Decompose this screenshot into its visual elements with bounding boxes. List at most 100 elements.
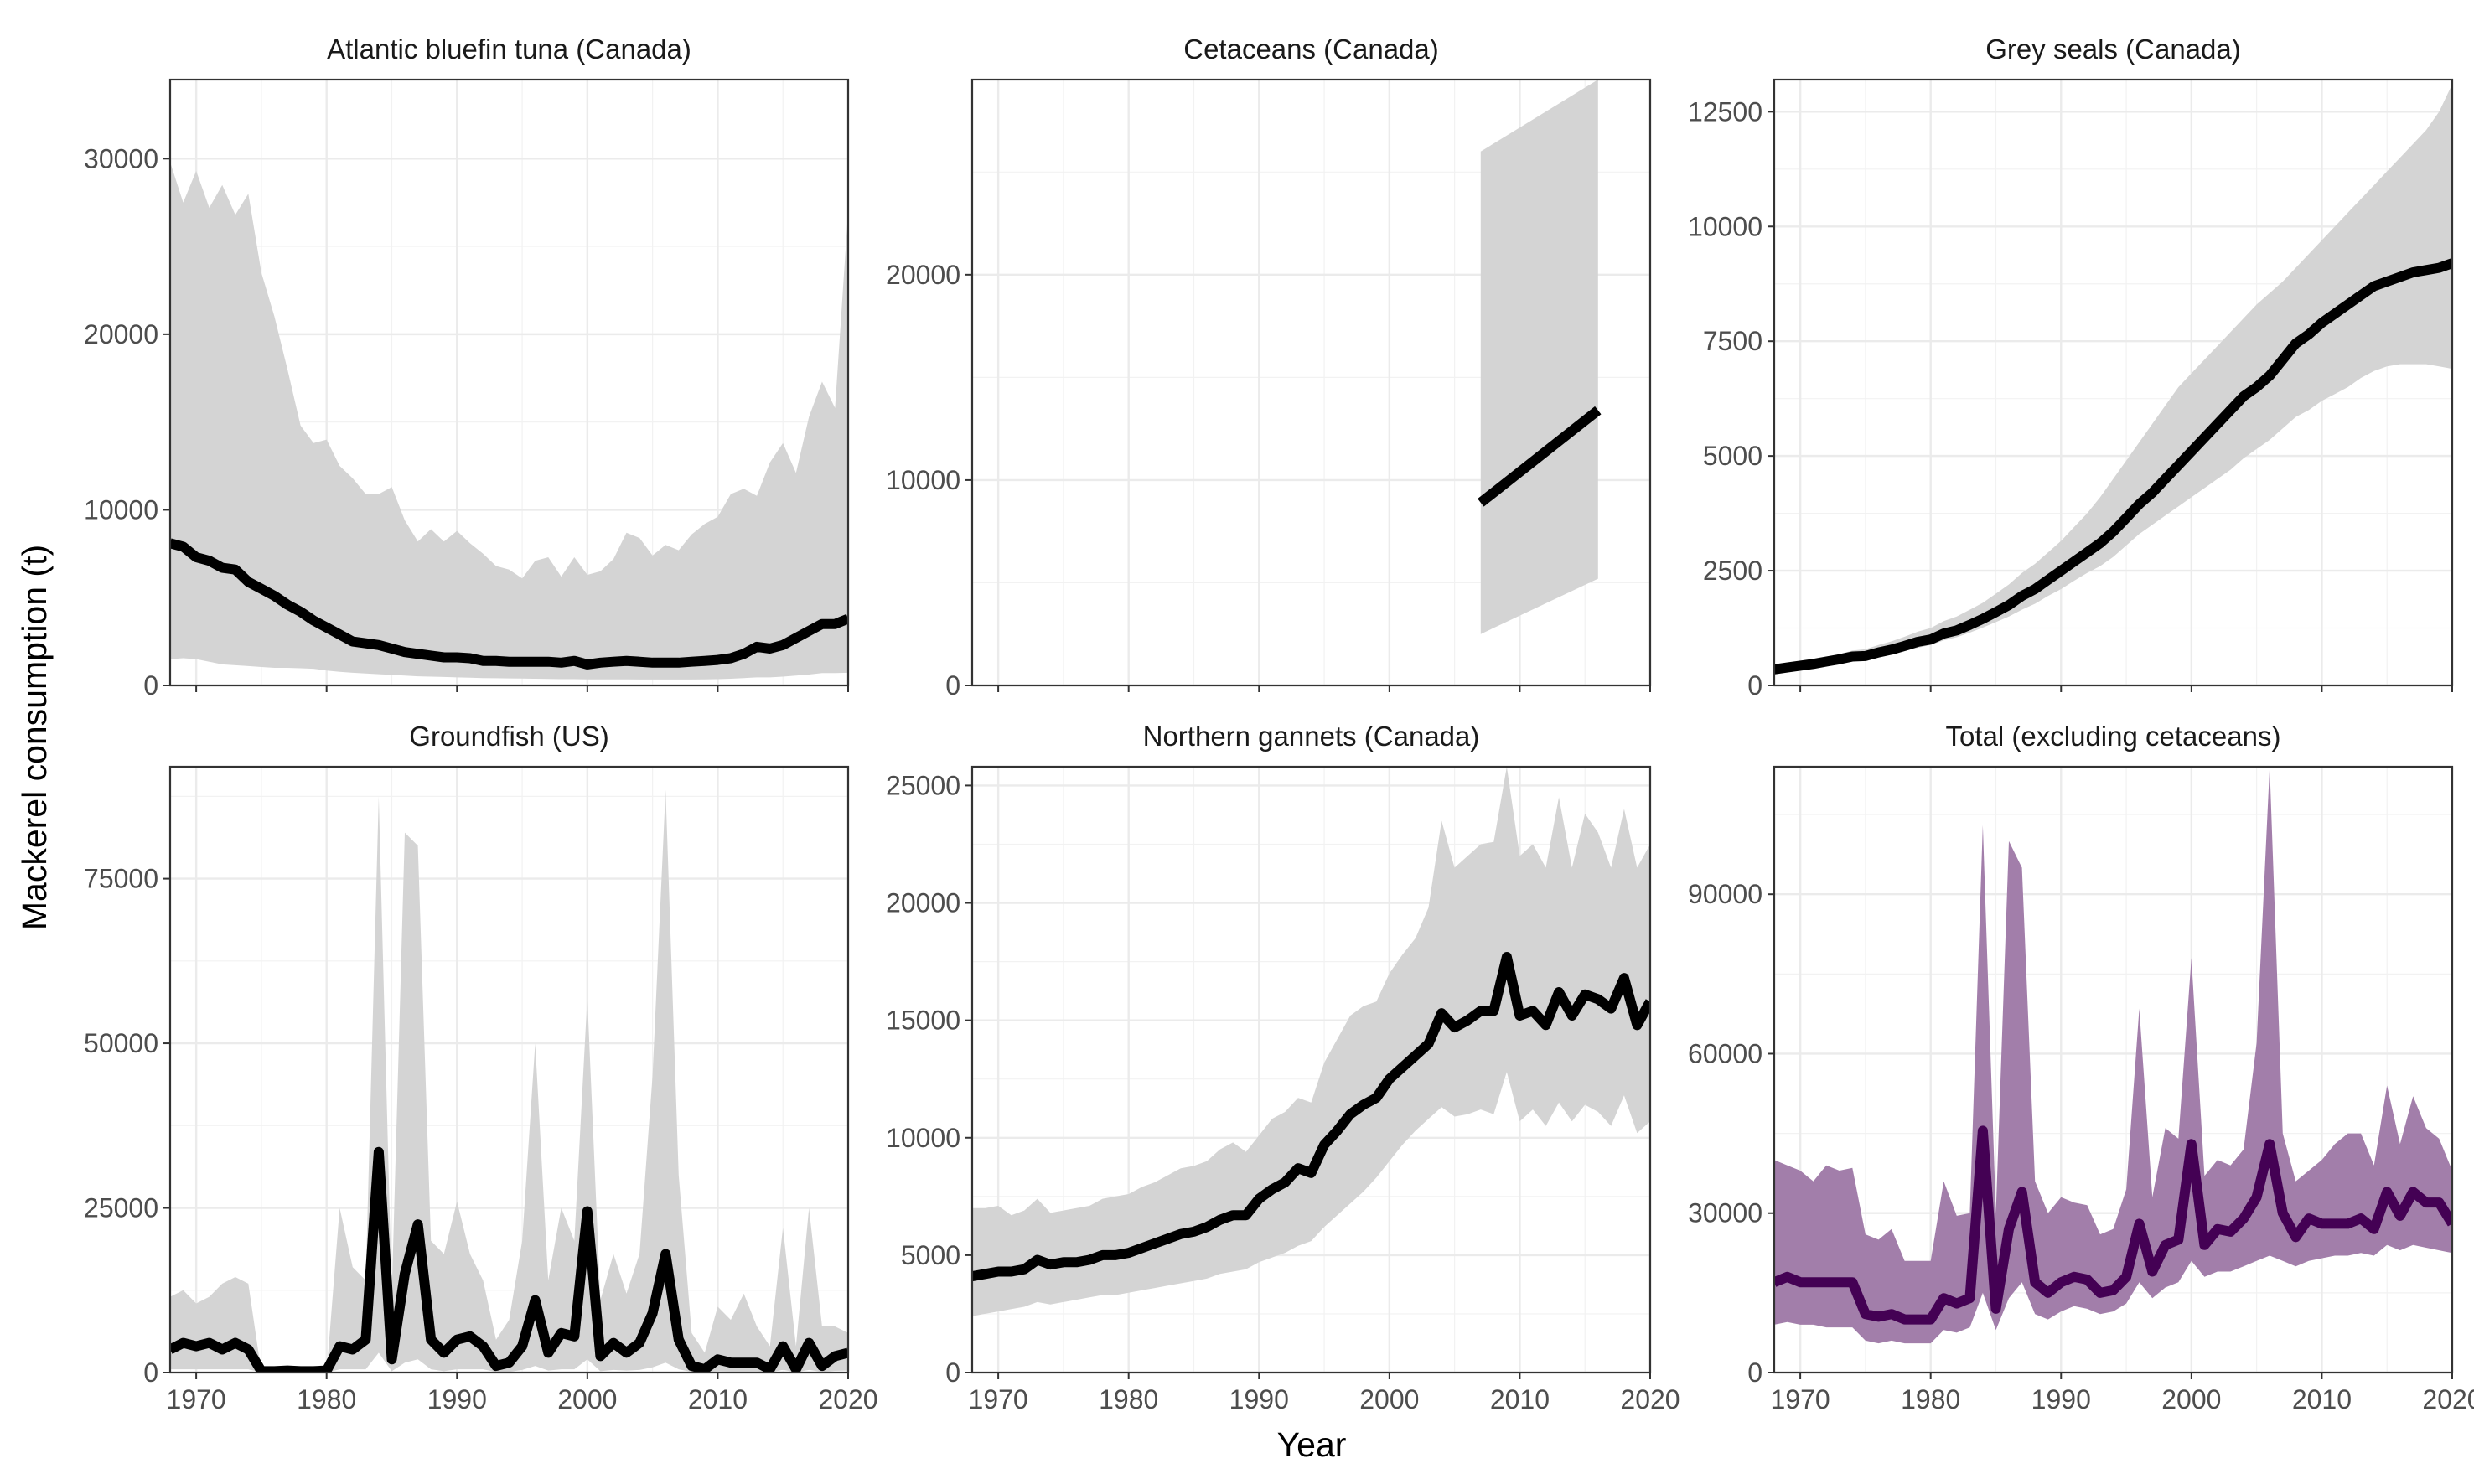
data-point bbox=[998, 1271, 999, 1272]
data-point bbox=[1956, 630, 1957, 631]
data-point bbox=[443, 657, 444, 658]
data-point bbox=[2425, 270, 2426, 271]
data-point bbox=[313, 1371, 314, 1372]
data-point bbox=[1311, 1172, 1312, 1173]
data-point bbox=[1826, 661, 1827, 662]
data-point bbox=[1050, 1264, 1051, 1265]
data-point bbox=[1839, 1282, 1840, 1283]
data-point bbox=[1623, 978, 1624, 979]
x-tick-label: 1980 bbox=[1901, 1384, 1960, 1414]
data-point bbox=[1297, 1168, 1298, 1169]
data-point bbox=[2373, 286, 2374, 287]
data-point bbox=[1011, 1271, 1012, 1272]
data-point bbox=[431, 655, 432, 656]
data-point bbox=[1597, 410, 1598, 411]
data-point bbox=[548, 661, 549, 662]
data-point bbox=[783, 1346, 784, 1347]
data-point bbox=[1585, 994, 1586, 995]
data-point bbox=[1337, 1130, 1338, 1131]
data-point bbox=[652, 662, 653, 663]
data-point bbox=[985, 1274, 986, 1275]
data-point bbox=[378, 644, 379, 645]
data-point bbox=[2361, 295, 2362, 296]
data-point bbox=[2308, 1218, 2309, 1219]
data-point bbox=[2126, 1276, 2127, 1277]
y-tick-label: 5000 bbox=[901, 1240, 960, 1270]
panel-plot-area bbox=[1774, 84, 2452, 675]
data-point bbox=[1115, 1254, 1116, 1255]
panel-6: Total (excluding cetaceans) 0 30000 60000 90… bbox=[1688, 721, 2474, 1414]
data-point bbox=[1389, 1078, 1390, 1079]
data-point bbox=[1969, 624, 1970, 625]
panel-title: Northern gannets (Canada) bbox=[1143, 721, 1480, 752]
data-point bbox=[717, 659, 718, 660]
data-point bbox=[2178, 465, 2179, 466]
data-point bbox=[600, 662, 601, 663]
series-line bbox=[1774, 1125, 2452, 1325]
y-tick-label: 12500 bbox=[1688, 96, 1762, 127]
x-tick-label: 2000 bbox=[2161, 1384, 2221, 1414]
panel-plot-area bbox=[170, 162, 848, 680]
data-point bbox=[1207, 1227, 1208, 1228]
data-point bbox=[1076, 1262, 1077, 1263]
y-tick-label: 20000 bbox=[886, 260, 960, 290]
data-point bbox=[1063, 1262, 1064, 1263]
y-tick-label: 25000 bbox=[84, 1193, 158, 1223]
x-axis-title: Year bbox=[1277, 1425, 1347, 1464]
data-point bbox=[391, 1359, 392, 1360]
x-tick-label: 2020 bbox=[1620, 1384, 1680, 1414]
data-point bbox=[274, 596, 275, 597]
data-point bbox=[457, 657, 458, 658]
y-tick-label: 20000 bbox=[84, 319, 158, 349]
data-point bbox=[1271, 1189, 1272, 1190]
data-point bbox=[222, 1349, 223, 1350]
data-point bbox=[183, 546, 184, 547]
data-point bbox=[639, 1342, 640, 1343]
data-point bbox=[665, 662, 666, 663]
data-point bbox=[326, 627, 327, 628]
series-line bbox=[1478, 406, 1602, 507]
data-point bbox=[835, 623, 836, 624]
data-point bbox=[691, 661, 692, 662]
data-point bbox=[2230, 410, 2231, 411]
data-point bbox=[1995, 612, 1996, 613]
data-point bbox=[535, 661, 536, 662]
panel-plot-area bbox=[1478, 80, 1602, 634]
x-tick-label: 2020 bbox=[818, 1384, 877, 1414]
uncertainty-band bbox=[1480, 80, 1598, 634]
panel-title: Atlantic bluefin tuna (Canada) bbox=[327, 34, 691, 65]
data-point bbox=[469, 1336, 470, 1337]
data-point bbox=[2165, 1244, 2166, 1245]
data-point bbox=[678, 662, 679, 663]
y-tick-label: 10000 bbox=[886, 465, 960, 495]
data-point bbox=[1154, 1243, 1155, 1244]
data-point bbox=[2295, 343, 2296, 344]
panel-border bbox=[1773, 78, 2454, 687]
data-point bbox=[2099, 1292, 2100, 1293]
data-point bbox=[1402, 1067, 1403, 1068]
data-point bbox=[457, 1339, 458, 1340]
y-tick-label: 0 bbox=[1747, 1357, 1762, 1388]
x-tick-label: 1990 bbox=[2031, 1384, 2091, 1414]
data-point bbox=[1441, 1013, 1442, 1014]
data-point bbox=[2191, 451, 2192, 452]
x-tick-label: 1970 bbox=[1771, 1384, 1830, 1414]
data-point bbox=[2073, 561, 2074, 562]
data-point bbox=[1376, 1098, 1377, 1099]
series-line bbox=[170, 538, 848, 670]
data-point bbox=[1180, 1233, 1181, 1234]
data-point bbox=[1878, 1316, 1879, 1317]
series-line bbox=[1774, 258, 2452, 675]
data-point bbox=[2178, 1239, 2179, 1240]
data-point bbox=[1363, 1104, 1364, 1105]
data-point bbox=[1995, 1308, 1996, 1309]
data-point bbox=[2204, 1244, 2205, 1245]
data-point bbox=[391, 648, 392, 649]
panel-3: Grey seals (Canada) 0 2500 5000 7500 10000 125… bbox=[1688, 34, 2454, 701]
data-point bbox=[1852, 656, 1853, 657]
data-point bbox=[2295, 1237, 2296, 1238]
data-point bbox=[2334, 313, 2335, 314]
data-point bbox=[1285, 1182, 1286, 1183]
data-point bbox=[509, 661, 510, 662]
panel-1: Atlantic bluefin tuna (Canada) 0 10000 2000… bbox=[84, 34, 850, 701]
